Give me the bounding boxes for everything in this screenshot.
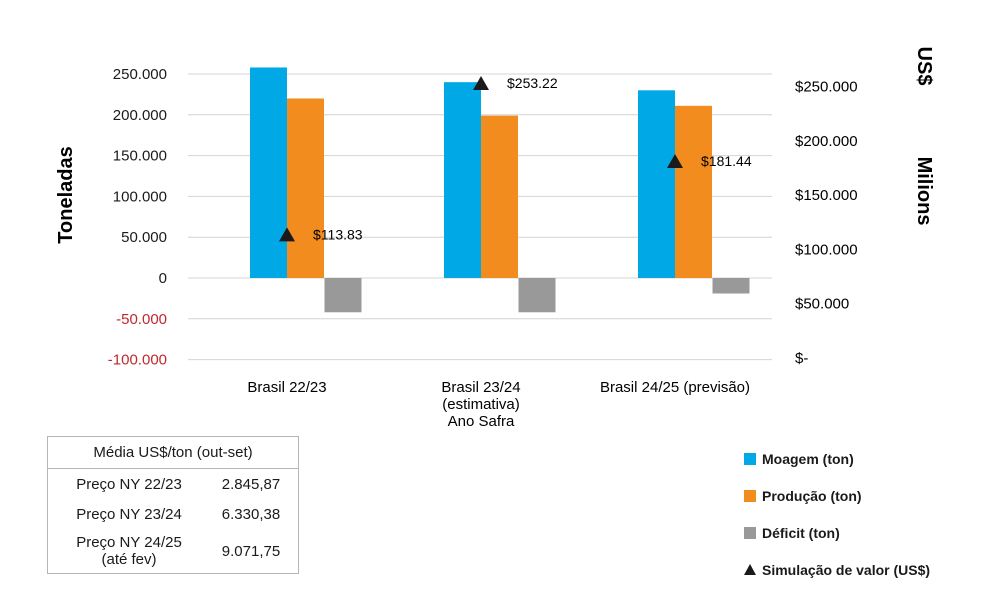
left-tick-label: 0 [159, 270, 167, 287]
bar-produção [481, 115, 518, 278]
price-table-row: Preço NY 23/24 6.330,38 [48, 499, 298, 529]
category-label: Brasil 24/25 (previsão) [600, 379, 750, 396]
legend-label: Produção (ton) [762, 487, 862, 504]
right-tick-label: $- [795, 350, 808, 367]
bar-produção [287, 98, 324, 278]
left-axis-title: Toneladas [55, 146, 77, 243]
legend-item-producao: Produção (ton) [744, 477, 930, 514]
category-label: Ano Safra [448, 413, 515, 430]
right-axis-title: Milions [913, 157, 935, 226]
right-tick-label: $250.000 [795, 79, 858, 96]
price-table-row: Preço NY 22/23 2.845,87 [48, 469, 298, 499]
left-tick-label: 150.000 [113, 148, 167, 165]
price-table-value: 2.845,87 [221, 475, 281, 493]
bar-déficit [518, 278, 556, 313]
left-tick-label: -50.000 [116, 311, 167, 328]
simulation-label: $253.22 [507, 75, 558, 91]
price-table-value: 9.071,75 [221, 542, 281, 560]
simulation-marker [667, 153, 683, 168]
left-tick-label: 250.000 [113, 66, 167, 83]
bar-déficit [324, 278, 362, 313]
legend-swatch [744, 526, 756, 539]
legend-label: Moagem (ton) [762, 450, 854, 467]
right-tick-label: $50.000 [795, 296, 849, 313]
price-table-value: 6.330,38 [221, 505, 281, 523]
legend-item-simulacao: Simulação de valor (US$) [744, 551, 930, 588]
left-axis-ticks: 250.000 200.000 150.000 100.000 50.000 0 -50.0… [108, 66, 167, 369]
left-tick-label: 200.000 [113, 107, 167, 124]
price-table-row: Preço NY 24/25 (até fev) 9.071,75 [48, 529, 298, 573]
bar-moagem [250, 67, 287, 278]
price-table: Média US$/ton (out-set) Preço NY 22/23 2… [47, 436, 299, 574]
bar-moagem [444, 82, 481, 278]
legend: Moagem (ton) Produção (ton) Déficit (ton… [744, 440, 930, 588]
left-tick-label: -100.000 [108, 352, 167, 369]
simulation-marker [279, 227, 295, 242]
right-tick-label: $150.000 [795, 187, 858, 204]
bar-déficit [712, 278, 750, 294]
simulation-marker [473, 76, 489, 91]
simulation-label: $181.44 [701, 153, 752, 169]
right-axis-ticks: $250.000 $200.000 $150.000 $100.000 $50.000 $… [795, 79, 858, 368]
price-table-header: Média US$/ton (out-set) [48, 437, 298, 469]
legend-label: Déficit (ton) [762, 524, 840, 541]
legend-item-moagem: Moagem (ton) [744, 440, 930, 477]
triangle-icon [744, 564, 756, 575]
legend-swatch [744, 452, 756, 465]
category-label: Brasil 23/24 [441, 379, 520, 396]
right-tick-label: $200.000 [795, 133, 858, 150]
left-tick-label: 50.000 [121, 229, 167, 246]
bars [250, 67, 750, 313]
bar-moagem [638, 90, 675, 278]
legend-label: Simulação de valor (US$) [762, 561, 931, 578]
simulation-label: $113.83 [313, 226, 363, 242]
right-tick-label: $100.000 [795, 241, 858, 258]
legend-item-deficit: Déficit (ton) [744, 514, 930, 551]
price-table-label: Preço NY 24/25 (até fev) [76, 534, 182, 568]
category-label: (estimativa) [442, 396, 520, 413]
right-axis-unit: US$ [913, 47, 935, 86]
category-labels: Brasil 22/23 Brasil 23/24(estimativa)Ano … [247, 379, 750, 430]
legend-swatch [744, 489, 756, 502]
price-table-label: Preço NY 23/24 [76, 505, 182, 523]
left-tick-label: 100.000 [113, 188, 167, 205]
simulation-markers: $113.83 $253.22 $181.44 [279, 75, 752, 242]
price-table-label: Preço NY 22/23 [76, 475, 182, 493]
bar-produção [675, 105, 712, 278]
chart: $113.83 $253.22 $181.44 250.000 200.000 150.… [55, 47, 935, 430]
category-label: Brasil 22/23 [247, 379, 326, 396]
